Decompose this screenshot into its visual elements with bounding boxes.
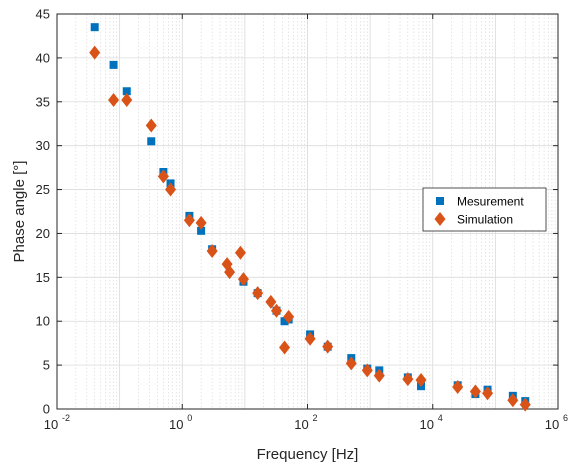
simulation-point [234, 245, 246, 260]
legend-box [422, 187, 547, 232]
simulation-point [108, 93, 120, 108]
data-points [89, 23, 531, 412]
simulation-point [121, 93, 133, 108]
simulation-point [252, 286, 264, 301]
y-axis-ticks: 0 5 10 15 20 25 30 35 40 45 [36, 7, 558, 417]
measurement-point [197, 226, 206, 235]
legend-label-simulation: Simulation [457, 213, 513, 227]
simulation-point [482, 386, 494, 401]
simulation-point [345, 356, 357, 371]
simulation-point [507, 393, 519, 408]
x-tick-exponent: -2 [62, 413, 70, 423]
simulation-point [373, 368, 385, 383]
simulation-point [89, 45, 101, 60]
simulation-point [157, 169, 169, 184]
simulation-point [469, 384, 481, 399]
x-tick-label: 10 [545, 417, 559, 432]
measurement-point [122, 87, 131, 96]
x-tick-exponent: 6 [563, 413, 568, 423]
x-axis-label: Frequency [Hz] [257, 446, 359, 463]
simulation-point [452, 380, 464, 395]
x-tick-label: 10 [420, 417, 434, 432]
simulation-point [415, 373, 427, 388]
simulation-point [361, 363, 373, 378]
x-tick-label: 10 [44, 417, 58, 432]
legend-marker-simulation [434, 212, 446, 226]
y-tick-label: 10 [36, 314, 50, 329]
y-tick-label: 25 [36, 182, 50, 197]
grid-lines [56, 13, 558, 410]
y-tick-label: 35 [36, 94, 50, 109]
y-tick-label: 45 [36, 7, 50, 22]
simulation-point [165, 182, 177, 197]
y-axis-label: Phase angle [°] [11, 161, 28, 263]
x-tick-exponent: 2 [313, 413, 318, 423]
simulation-point [206, 244, 218, 258]
y-tick-label: 30 [36, 138, 50, 153]
legend-label-mesurement: Mesurement [457, 195, 524, 209]
measurement-point [90, 23, 99, 32]
simulation-point [237, 272, 249, 287]
x-tick-label: 10 [169, 417, 183, 432]
simulation-point [279, 340, 291, 355]
measurement-point [280, 317, 289, 326]
simulation-point [145, 118, 157, 133]
legend: Mesurement Simulation [422, 187, 547, 232]
x-tick-label: 10 [294, 417, 308, 432]
simulation-point [283, 309, 295, 324]
x-axis-ticks: 10 -2 10 0 10 2 10 4 10 6 [44, 14, 568, 432]
x-tick-exponent: 4 [438, 413, 443, 423]
simulation-point [265, 294, 277, 309]
x-tick-exponent: 0 [187, 413, 192, 423]
y-tick-label: 0 [43, 402, 50, 417]
y-tick-label: 5 [43, 358, 50, 373]
simulation-point [519, 397, 531, 412]
simulation-point [402, 372, 414, 387]
y-tick-label: 15 [36, 270, 50, 285]
legend-marker-mesurement [436, 197, 444, 205]
series-simulation [89, 45, 531, 412]
y-tick-label: 40 [36, 50, 50, 65]
measurement-point [147, 137, 156, 146]
simulation-point [322, 339, 334, 354]
simulation-point [271, 303, 283, 318]
simulation-point [195, 215, 207, 230]
simulation-point [183, 213, 195, 228]
simulation-point [224, 265, 236, 280]
y-tick-label: 20 [36, 226, 50, 241]
measurement-point [109, 60, 118, 69]
simulation-point [304, 331, 316, 346]
